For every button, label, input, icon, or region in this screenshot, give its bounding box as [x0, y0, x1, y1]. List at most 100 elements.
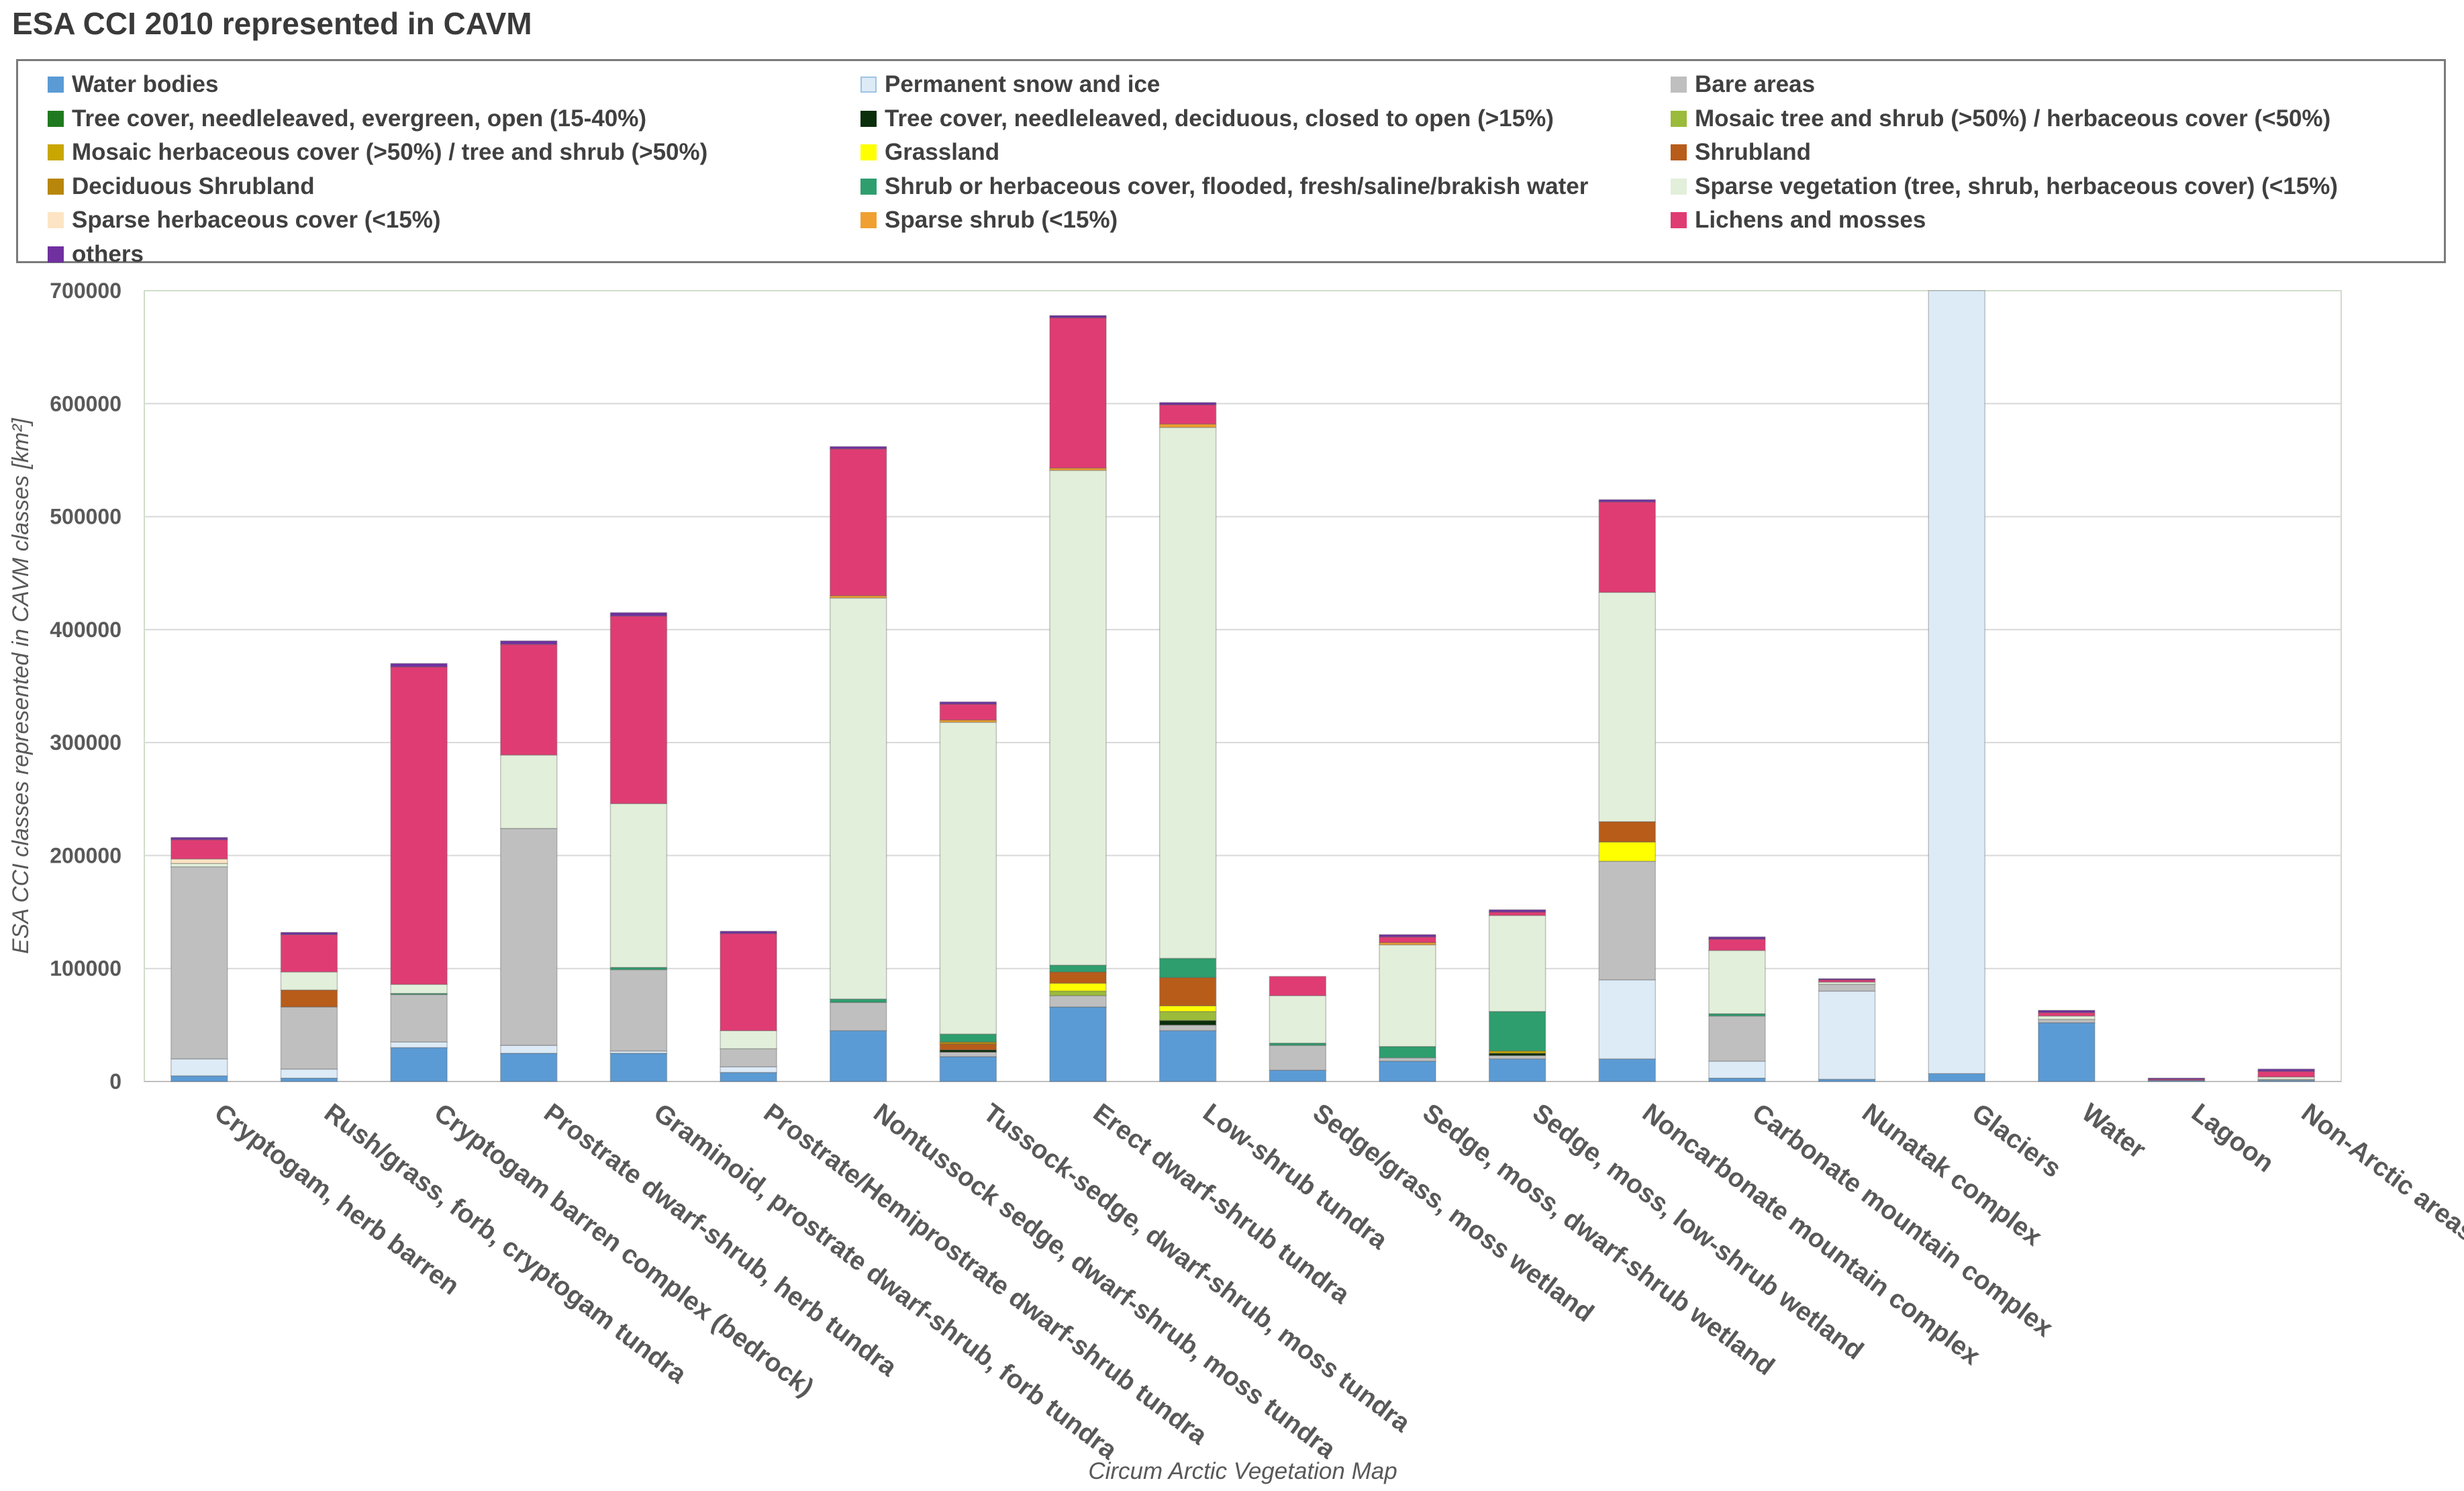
bar-segment: [829, 998, 887, 1003]
bar-segment: [939, 704, 997, 721]
bar-segment: [1928, 1073, 1985, 1082]
bar-segment: [170, 1058, 228, 1077]
legend-label: Water bodies: [72, 71, 219, 97]
bar-segment: [720, 930, 777, 934]
x-tick-label: Water: [2076, 1098, 2151, 1165]
legend-item: Shrubland: [1671, 136, 1811, 169]
bar-segment: [829, 448, 887, 597]
bar-segment: [1379, 934, 1436, 938]
bar-segment: [1159, 1020, 1217, 1026]
y-tick-label: 700000: [50, 279, 121, 303]
bar-segment: [390, 1047, 448, 1082]
bar-segment: [1598, 841, 1657, 862]
bar-segment: [1488, 1055, 1546, 1060]
y-tick-label: 0: [109, 1069, 121, 1094]
bar-segment: [2038, 1018, 2096, 1024]
bar-segment: [720, 1066, 777, 1073]
bar-segment: [1049, 315, 1107, 319]
bar-segment: [1049, 982, 1107, 992]
bar-segment: [1598, 821, 1657, 843]
bar-segment: [720, 1071, 777, 1082]
legend-swatch: [1671, 144, 1687, 160]
bar-segment: [1159, 423, 1217, 428]
bar-segment: [280, 989, 338, 1008]
bar-segment: [1159, 1010, 1217, 1021]
x-tick-label: Low-shrub tundra: [1197, 1098, 1393, 1255]
y-tick-label: 400000: [50, 618, 121, 642]
bar-segment: [1159, 404, 1217, 425]
bar-segment: [1159, 401, 1217, 405]
bar-segment: [1708, 936, 1766, 940]
bar-segment: [720, 932, 777, 1032]
bar-segment: [1049, 971, 1107, 984]
legend-swatch: [860, 178, 877, 195]
bar-segment: [2257, 1068, 2315, 1072]
bar-segment: [939, 701, 997, 705]
bar-segment: [829, 446, 887, 450]
bar-segment: [1598, 501, 1657, 593]
bar-segment: [1488, 911, 1546, 916]
x-tick-label: Nunatak complex: [1857, 1098, 2047, 1252]
bar-segment: [390, 663, 448, 668]
legend-item: Grassland: [860, 136, 999, 169]
bar-segment: [1598, 499, 1657, 503]
bar-segment: [390, 1041, 448, 1049]
legend-swatch: [860, 144, 877, 160]
bar-segment: [1818, 983, 1876, 992]
legend-swatch: [48, 110, 64, 127]
legend-item: Sparse shrub (<15%): [860, 203, 1118, 237]
bar-segment: [1598, 591, 1657, 822]
bar-segment: [1159, 1030, 1217, 1082]
bar-segment: [829, 1030, 887, 1082]
bar-segment: [2038, 1012, 2096, 1017]
legend-label: Mosaic herbaceous cover (>50%) / tree an…: [72, 139, 708, 165]
bar-segment: [1159, 977, 1217, 1006]
bar-segment: [720, 1030, 777, 1049]
bar-segment: [2038, 1010, 2096, 1014]
legend-label: Mosaic tree and shrub (>50%) / herbaceou…: [1695, 105, 2331, 132]
bar-segment: [1049, 1006, 1107, 1082]
bar-segment: [2147, 1077, 2206, 1080]
bar-segment: [170, 839, 228, 860]
y-tick-label: 600000: [50, 391, 121, 416]
bar-segment: [1708, 950, 1766, 1014]
x-axis-title: Circum Arctic Vegetation Map: [1088, 1458, 1397, 1484]
bar-segment: [1049, 317, 1107, 469]
bar-segment: [280, 932, 338, 935]
bar-segment: [390, 983, 448, 994]
bar-segment: [1049, 469, 1107, 966]
bar-segment: [1269, 975, 1327, 996]
bar-segment: [1708, 1015, 1766, 1062]
bar-segment: [500, 754, 558, 829]
legend: Water bodies Permanent snow and ice Bare a…: [16, 59, 2446, 267]
legend-swatch: [1671, 212, 1687, 228]
legend-label: Sparse vegetation (tree, shrub, herbaceo…: [1695, 173, 2338, 199]
bar-segment: [1379, 1046, 1436, 1059]
bar-segment: [1818, 990, 1876, 1080]
legend-item: Tree cover, needleleaved, evergreen, ope…: [48, 102, 646, 136]
legend-item: others: [48, 238, 144, 271]
bar-segment: [500, 1045, 558, 1054]
bar-segment: [170, 863, 228, 868]
bar-segment: [1379, 944, 1436, 1047]
legend-swatch: [48, 246, 64, 262]
legend-label: Tree cover, needleleaved, evergreen, ope…: [72, 105, 646, 132]
legend-swatch: [1671, 178, 1687, 195]
y-tick-label: 300000: [50, 730, 121, 755]
legend-label: Sparse shrub (<15%): [885, 207, 1118, 233]
bar-segment: [280, 934, 338, 973]
bar-segment: [939, 1033, 997, 1043]
legend-swatch: [860, 110, 877, 127]
bar-segment: [1269, 1045, 1327, 1071]
legend-swatch: [860, 77, 877, 93]
legend-label: others: [72, 240, 144, 267]
legend-item: Shrub or herbaceous cover, flooded, fres…: [860, 170, 1588, 203]
bar-segment: [280, 1068, 338, 1079]
legend-item: Water bodies: [48, 68, 218, 101]
legend-label: Lichens and mosses: [1695, 207, 1926, 233]
bar-segment: [1488, 909, 1546, 913]
y-tick-label: 500000: [50, 505, 121, 529]
legend-swatch: [1671, 77, 1687, 93]
legend-item: Sparse vegetation (tree, shrub, herbaceo…: [1671, 170, 2338, 203]
bar-segment: [1488, 914, 1546, 1012]
